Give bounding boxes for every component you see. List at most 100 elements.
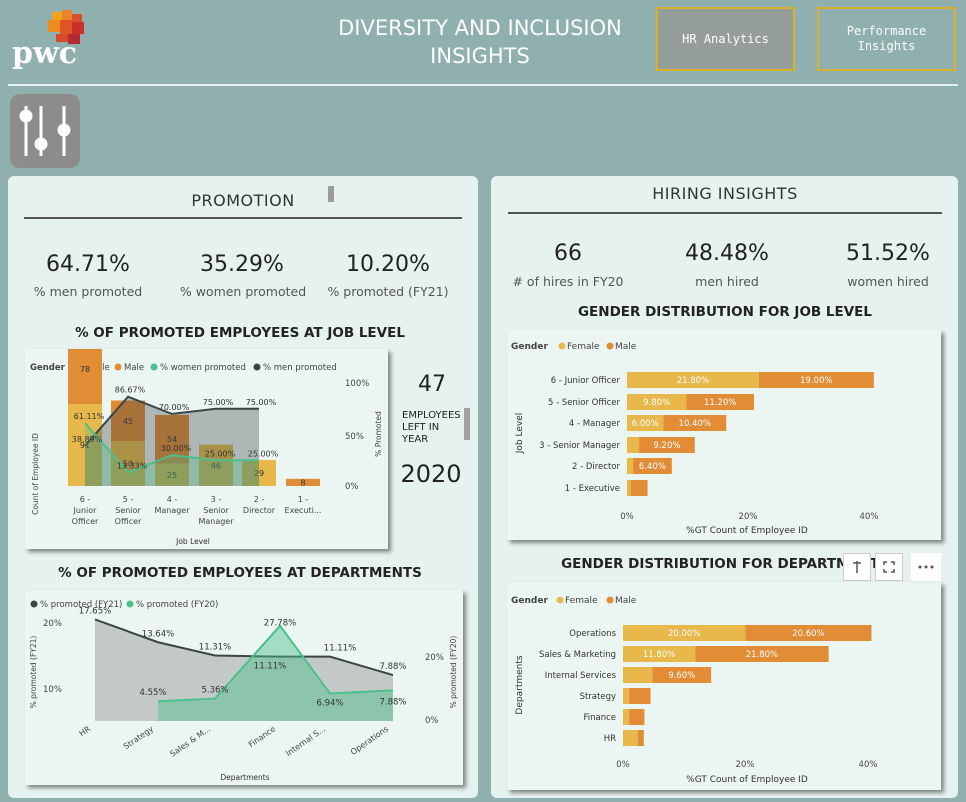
bar-female-label: 25 <box>167 471 177 480</box>
bar-female[interactable] <box>623 646 696 662</box>
y2-tick-0: 0% <box>345 482 359 492</box>
bar-female-label: 6.00% <box>632 419 659 429</box>
card-scrollbar[interactable] <box>464 408 470 440</box>
legend-male: Male <box>615 342 637 352</box>
hr-analytics-button[interactable]: HR Analytics <box>656 7 795 71</box>
bar-female[interactable] <box>627 480 631 496</box>
bar-female[interactable] <box>627 415 664 431</box>
men-promoted-label: 38.89% <box>72 435 103 444</box>
x-axis-label: %GT Count of Employee ID <box>686 526 808 536</box>
bar-male-label: 9.60% <box>668 671 695 681</box>
bar-male[interactable] <box>286 478 320 486</box>
bar-male-label: 11.20% <box>704 398 736 408</box>
bar-female[interactable] <box>627 372 759 388</box>
bar-male[interactable] <box>745 625 872 641</box>
legend-male: Male <box>124 363 144 373</box>
x-tick-label: 1 -Executi... <box>285 495 322 515</box>
bar-female[interactable] <box>242 459 276 486</box>
y2-tick-100: 100% <box>345 379 369 389</box>
category-label: Internal Services <box>545 671 617 681</box>
x-axis-label: Departments <box>220 773 269 782</box>
bar-female[interactable] <box>111 441 145 486</box>
year-value: 2020 <box>400 460 462 488</box>
bar-female[interactable] <box>155 463 189 487</box>
x-tick-label: Sales & M... <box>168 724 212 758</box>
fy21-label: 11.11% <box>324 644 356 654</box>
bar-female[interactable] <box>623 709 630 725</box>
bar-male[interactable] <box>639 437 695 453</box>
bar-male[interactable] <box>663 415 727 431</box>
filter-visual-button[interactable] <box>843 553 871 581</box>
y2-tick-0: 0% <box>425 716 439 726</box>
bar-female[interactable] <box>623 688 630 704</box>
category-label: 6 - Junior Officer <box>551 376 621 386</box>
fy21-line[interactable] <box>94 618 394 677</box>
hiring-title: HIRING INSIGHTS <box>652 184 798 203</box>
y-axis-label: Count of Employee ID <box>31 433 40 515</box>
x-tick-40: 40% <box>860 512 879 522</box>
more-options-button[interactable] <box>911 553 941 581</box>
x-tick-label: Internal S... <box>284 724 327 758</box>
bar-male[interactable] <box>695 646 829 662</box>
legend-men-promoted-swatch <box>253 363 261 371</box>
kpi-women-promoted-value: 35.29% <box>200 252 284 277</box>
category-label: 2 - Director <box>572 462 621 472</box>
bar-male-label: 19.00% <box>800 376 832 386</box>
men-promoted-label: 86.67% <box>115 386 146 395</box>
y2-axis-label: % promoted (FY20) <box>449 636 458 709</box>
bar-female[interactable] <box>623 667 653 683</box>
kpi-women-hired-label: women hired <box>847 274 929 289</box>
bar-female[interactable] <box>627 394 687 410</box>
scroll-handle[interactable] <box>328 186 334 202</box>
bar-male-label: 78 <box>80 365 90 374</box>
fy20-label: 4.55% <box>139 688 166 698</box>
bar-female[interactable] <box>199 444 233 486</box>
bar-male[interactable] <box>630 480 648 496</box>
x-tick-0: 0% <box>620 512 634 522</box>
fy20-label: 27.78% <box>264 619 296 629</box>
legend-fy21: % promoted (FY21) <box>40 600 122 610</box>
fy21-label: 7.88% <box>379 662 406 672</box>
bar-male-label: 45 <box>123 417 133 426</box>
bar-male[interactable] <box>629 709 645 725</box>
sliders-icon <box>19 106 71 156</box>
bar-female[interactable] <box>627 458 634 474</box>
men-promoted-line[interactable] <box>84 395 259 447</box>
women-promoted-label: 25.00% <box>205 449 236 458</box>
x-axis-label: %GT Count of Employee ID <box>686 775 808 785</box>
bar-male[interactable] <box>637 730 644 746</box>
x-tick-label: 2 -Director <box>243 495 276 515</box>
promotion-title: PROMOTION <box>191 191 295 210</box>
y2-tick-20: 20% <box>425 653 444 663</box>
category-label: Sales & Marketing <box>539 650 616 660</box>
men-promoted-label: 75.00% <box>203 398 234 407</box>
performance-insights-button[interactable]: Performance Insights <box>817 7 956 71</box>
bar-female[interactable] <box>623 625 746 641</box>
legend-fy21-swatch <box>30 600 38 608</box>
bar-male[interactable] <box>633 458 672 474</box>
bar-female-label: 20.00% <box>668 629 700 639</box>
gender-job-level-svg: Gender Female Male Job Level 6 - Junior … <box>511 342 879 536</box>
gender-job-level-title: GENDER DISTRIBUTION FOR JOB LEVEL <box>577 304 873 320</box>
focus-mode-button[interactable] <box>875 553 903 581</box>
bar-female[interactable] <box>627 437 640 453</box>
bar-female-label: 9.80% <box>643 398 670 408</box>
bar-male[interactable] <box>111 400 145 442</box>
fy20-line[interactable] <box>157 624 394 703</box>
category-label: 5 - Senior Officer <box>548 398 620 408</box>
bar-female[interactable] <box>623 730 638 746</box>
brand-wordmark: pwc <box>12 36 78 71</box>
bar-male[interactable] <box>758 372 874 388</box>
fy20-label: 6.94% <box>316 698 343 708</box>
women-promoted-label: 61.11% <box>74 412 105 421</box>
bar-male[interactable] <box>686 394 755 410</box>
women-promoted-line[interactable] <box>84 422 259 474</box>
legend-male-swatch <box>606 596 614 604</box>
x-tick-label: 5 -Senior Officer <box>115 495 142 526</box>
category-label: Finance <box>583 713 616 723</box>
women-promoted-label: 13.33% <box>117 461 148 470</box>
bar-male[interactable] <box>652 667 712 683</box>
filter-sliders-button[interactable] <box>10 94 80 168</box>
bar-male[interactable] <box>68 333 102 405</box>
bar-male[interactable] <box>629 688 651 704</box>
